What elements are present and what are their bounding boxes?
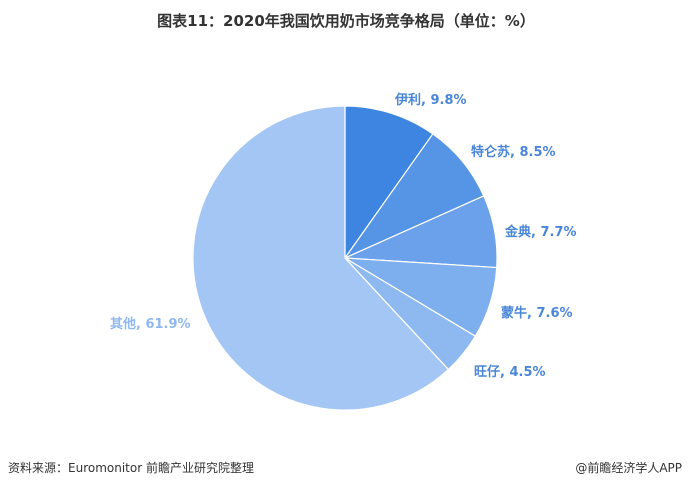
pie-slices <box>192 105 498 411</box>
pie-labels: 伊利, 9.8% 特仑苏, 8.5% 金典, 7.7% 蒙牛, 7.6% 旺仔, 4.5… <box>110 92 577 380</box>
slice-label-5: 旺仔, 4.5% <box>474 364 546 380</box>
slice-label-1: 伊利, 9.8% <box>394 92 467 108</box>
slice-label-3: 金典, 7.7% <box>504 224 577 240</box>
slice-label-2: 特仑苏, 8.5% <box>471 144 556 160</box>
slice-label-4: 蒙牛, 7.6% <box>501 305 573 321</box>
credit-note: @前瞻经济学人APP <box>575 461 682 475</box>
pie-slice-6 <box>192 105 450 411</box>
slice-label-6: 其他, 61.9% <box>110 316 191 332</box>
chart-title: 图表11：2020年我国饮用奶市场竞争格局（单位：%） <box>157 12 535 30</box>
pie-slice-1 <box>344 105 434 260</box>
source-note: 资料来源：Euromonitor 前瞻产业研究院整理 <box>8 461 254 475</box>
